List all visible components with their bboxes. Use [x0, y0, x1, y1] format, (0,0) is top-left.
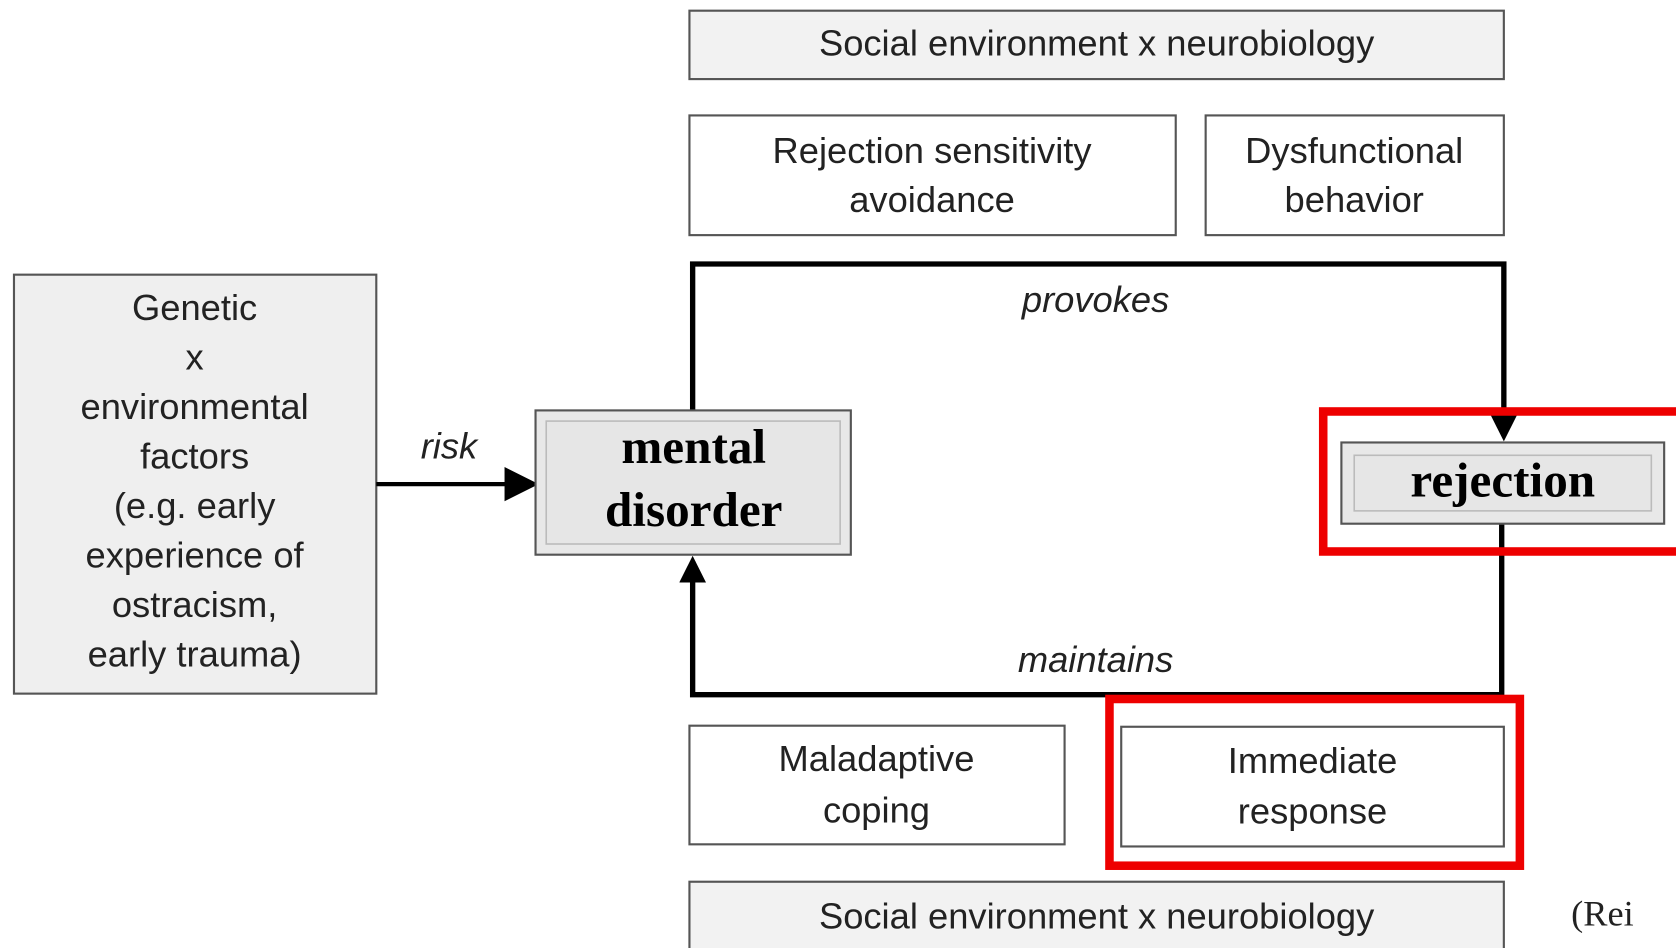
center-node-inner: [545, 420, 841, 545]
text-line: Immediate: [1228, 740, 1398, 781]
text-line: Maladaptive: [779, 738, 975, 779]
risk-label: risk: [421, 425, 479, 466]
upper-box-text: Dysfunctional behavior: [1245, 129, 1463, 219]
provokes-label: provokes: [1021, 279, 1169, 320]
bottom-box: [688, 880, 1505, 948]
text-line: early trauma): [88, 633, 302, 674]
text-line: Genetic: [132, 287, 257, 328]
text-line: coping: [823, 789, 930, 830]
provokes-arrow: [689, 261, 1518, 442]
text-line: factors: [140, 435, 249, 476]
text-line: Dysfunctional: [1245, 129, 1463, 170]
bottom-label: Social environment x neurobiology: [819, 896, 1375, 937]
upper-box: [688, 114, 1177, 237]
text-line: environmental: [81, 386, 309, 427]
text-line: (e.g. early: [114, 484, 276, 525]
highlight: [1105, 694, 1525, 870]
text-line: Rejection sensitivity: [773, 129, 1093, 170]
text-line: experience of: [86, 534, 305, 575]
rejection-node-inner: [1353, 454, 1653, 512]
lower-box: [1120, 725, 1505, 848]
text-line: mental: [621, 419, 766, 474]
text-line: response: [1238, 790, 1387, 831]
text-line: behavior: [1285, 179, 1424, 220]
highlight: [1318, 407, 1676, 556]
lower-box: [688, 724, 1066, 846]
top-box: [688, 9, 1505, 81]
rejection-text: rejection: [1410, 453, 1595, 508]
upper-box: [1204, 114, 1505, 237]
top-label: Social environment x neurobiology: [819, 23, 1375, 64]
maintains-arrow: [679, 523, 1505, 698]
risk-box-text: Genetic x environmental factors (e.g. early e…: [81, 287, 309, 674]
risk-box: [12, 273, 378, 695]
text-line: avoidance: [849, 179, 1015, 220]
upper-box-text: Rejection sensitivity avoidance: [773, 129, 1093, 219]
text-line: ostracism,: [112, 583, 278, 624]
lower-box-text: Maladaptive coping: [779, 738, 975, 830]
lower-box-text: Immediate response: [1228, 740, 1398, 831]
text-line: disorder: [605, 482, 783, 537]
maintains-label: maintains: [1018, 639, 1173, 680]
text-line: x: [186, 336, 204, 377]
center-node-text: mental disorder: [605, 419, 783, 537]
citation: (Rei: [1571, 893, 1634, 933]
